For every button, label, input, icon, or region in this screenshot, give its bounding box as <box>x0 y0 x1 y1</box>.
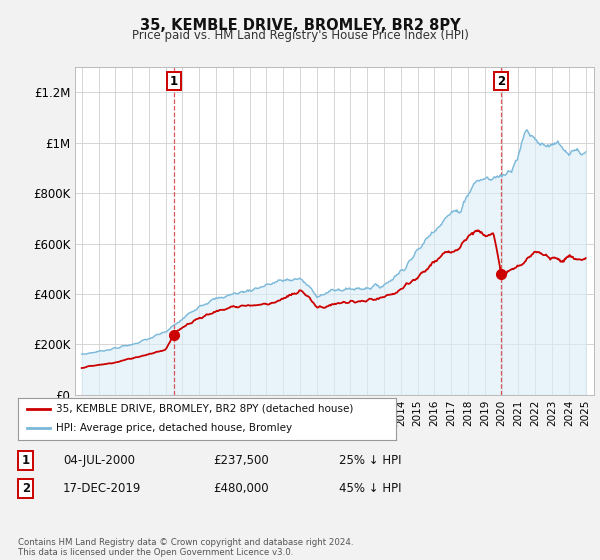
Text: £237,500: £237,500 <box>213 454 269 467</box>
Text: 2: 2 <box>22 482 30 495</box>
Text: Price paid vs. HM Land Registry's House Price Index (HPI): Price paid vs. HM Land Registry's House … <box>131 29 469 42</box>
Text: 1: 1 <box>170 74 178 88</box>
Text: 45% ↓ HPI: 45% ↓ HPI <box>339 482 401 495</box>
Text: 04-JUL-2000: 04-JUL-2000 <box>63 454 135 467</box>
Text: 2: 2 <box>497 74 505 88</box>
Text: 35, KEMBLE DRIVE, BROMLEY, BR2 8PY: 35, KEMBLE DRIVE, BROMLEY, BR2 8PY <box>140 18 460 33</box>
Text: 35, KEMBLE DRIVE, BROMLEY, BR2 8PY (detached house): 35, KEMBLE DRIVE, BROMLEY, BR2 8PY (deta… <box>56 404 353 414</box>
Text: 1: 1 <box>22 454 30 467</box>
Text: 25% ↓ HPI: 25% ↓ HPI <box>339 454 401 467</box>
Text: 17-DEC-2019: 17-DEC-2019 <box>63 482 142 495</box>
Text: £480,000: £480,000 <box>213 482 269 495</box>
Text: HPI: Average price, detached house, Bromley: HPI: Average price, detached house, Brom… <box>56 423 292 433</box>
Text: Contains HM Land Registry data © Crown copyright and database right 2024.
This d: Contains HM Land Registry data © Crown c… <box>18 538 353 557</box>
